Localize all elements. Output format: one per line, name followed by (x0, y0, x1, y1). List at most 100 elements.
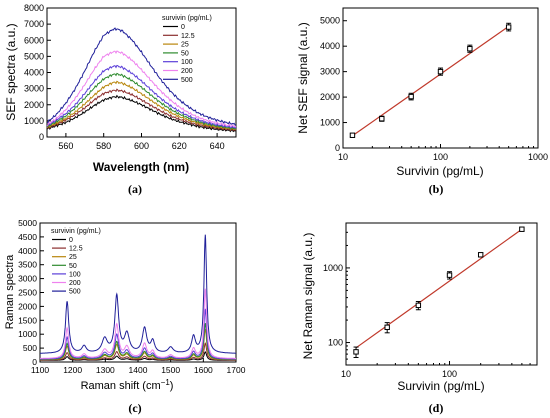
panel-a-ytick-label: 7000 (24, 19, 44, 29)
panel-c-xlabel-main: Raman shift (cm (81, 380, 161, 392)
panel-a-ytick-label: 5000 (24, 51, 44, 61)
panel-c-xtick-label: 1200 (63, 365, 82, 375)
panel-c-legend-entry: 0 (69, 237, 73, 244)
panel-a-xlabel: Wavelength (nm) (93, 160, 189, 174)
panel-a-ytick-label: 8000 (24, 3, 44, 13)
panel-a-legend-entry: 100 (181, 59, 193, 66)
panel-d-point (353, 349, 359, 355)
panel-b-ytick-label: 4000 (320, 41, 340, 51)
panel-d-xtick-label: 100 (442, 369, 457, 379)
panel-c-ytick-label: 2000 (18, 301, 37, 311)
panel-b: 10 100 1000 0 1000 2000 3000 4000 5000 Survivin … (296, 7, 548, 196)
panel-d-point (519, 226, 525, 232)
panel-c-ytick-label: 500 (23, 343, 37, 353)
panel-c-ytick-label: 2500 (18, 288, 37, 298)
panel-a-series-line (46, 50, 237, 128)
panel-b-ytick-label: 5000 (320, 16, 340, 26)
panel-a-legend-title: survivin (pg/mL) (162, 15, 212, 22)
panel-c-legend-title: survivin (pg/mL) (51, 228, 101, 235)
panel-d-ytick-label: 1000 (323, 263, 343, 273)
panel-b-point (349, 132, 356, 138)
panel-d-xlabel: Survivin (pg/mL) (397, 379, 484, 393)
panel-c-xtick-label: 1500 (161, 365, 180, 375)
panel-d: 10 100 100 1000 Survivin (pg/mL) Net Raman … (301, 222, 538, 415)
panel-b-point (437, 68, 444, 75)
panel-a: 560 580 600 620 6400100020003000400050006000… (4, 3, 237, 196)
panel-b-xtick-label: 100 (433, 152, 448, 162)
panel-d-point (477, 252, 484, 258)
panel-c-series-line (40, 342, 236, 361)
panel-a-legend-entry: 0 (181, 24, 185, 31)
panel-a-legend-entry: 200 (181, 68, 193, 75)
panel-c-series-line (40, 234, 236, 354)
panel-c-ytick-label: 1000 (18, 329, 37, 339)
panel-c-xtick-label: 1700 (227, 365, 246, 375)
panel-c-legend-entry: 200 (69, 280, 81, 287)
panel-c-xtick-label: 1300 (96, 365, 115, 375)
panel-d-point (384, 324, 390, 331)
panel-b-ytick-label: 3000 (320, 67, 340, 77)
panel-c-series-line (40, 351, 236, 361)
panel-b-point (467, 46, 473, 52)
panel-b-point (408, 93, 414, 100)
panel-c-series-line (40, 322, 236, 360)
panel-c-ytick-label: 1500 (18, 315, 37, 325)
panel-d-ytick-label: 100 (328, 338, 343, 348)
panel-a-ylabel: SEF spectra (a.u.) (4, 23, 18, 120)
panel-a-series-line (46, 80, 237, 131)
panel-a-xtick-label: 640 (210, 141, 225, 151)
panel-a-ytick-label: 2000 (24, 100, 44, 110)
panel-d-point (415, 302, 422, 309)
panel-a-ytick-label: 4000 (24, 68, 44, 78)
panel-a-legend-entry: 500 (181, 77, 193, 84)
panel-a-series-line (46, 72, 237, 130)
panel-c-ylabel: Raman spectra (4, 254, 16, 329)
panel-a-xtick-label: 600 (134, 141, 149, 151)
panel-b-ylabel: Net SEF signal (a.u.) (296, 22, 310, 133)
panel-c-series-line (40, 308, 236, 360)
panel-a-series-line (46, 27, 237, 126)
panel-a-xtick-label: 560 (58, 141, 73, 151)
panel-b-ytick-label: 2000 (320, 92, 340, 102)
panel-b-xtick-label: 10 (338, 152, 348, 162)
panel-b-point (505, 24, 512, 30)
panel-c-ytick-label: 4500 (18, 232, 37, 242)
panel-b-xtick-label: 1000 (528, 152, 548, 162)
panel-c-xtick-label: 1600 (194, 365, 213, 375)
panel-c-xtick-label: 1100 (31, 365, 50, 375)
panel-a-series-line (46, 94, 237, 133)
panel-a-series-line (46, 64, 237, 129)
panel-c-xtick-label: 1400 (129, 365, 148, 375)
panel-b-fit-line (352, 25, 509, 137)
panel-a-legend-entry: 25 (181, 42, 189, 49)
panel-a-xtick-label: 620 (172, 141, 187, 151)
panel-c-legend-entry: 12.5 (69, 246, 83, 253)
panel-a-legend-entry: 50 (181, 50, 189, 57)
panel-a-ytick-label: 0 (39, 132, 44, 142)
panel-a-series-line (46, 88, 237, 132)
panel-c-ytick-label: 3500 (18, 260, 37, 270)
panel-c-ytick-label: 3000 (18, 274, 37, 284)
panel-a-label: (a) (128, 182, 142, 196)
panel-c-legend-entry: 50 (69, 263, 77, 270)
panel-b-point (379, 116, 385, 122)
panel-b-label: (b) (429, 182, 444, 196)
panel-a-ytick-label: 6000 (24, 35, 44, 45)
panel-a-ytick-label: 1000 (24, 116, 44, 126)
panel-c-legend-entry: 25 (69, 254, 77, 261)
panel-d-frame (345, 222, 538, 366)
panel-c-series-line (40, 288, 236, 359)
panel-b-xlabel: Survivin (pg/mL) (396, 164, 483, 178)
panel-c-legend-entry: 100 (69, 271, 81, 278)
panel-b-ytick-label: 1000 (320, 118, 340, 128)
panel-c: 1100 1200 1300 1400 1500 1600 1700050010001500… (4, 218, 246, 415)
panel-c-ytick-label: 4000 (18, 246, 37, 256)
panel-d-xtick-label: 10 (341, 369, 351, 379)
panel-c-ytick-label: 0 (32, 357, 37, 367)
panel-c-legend-entry: 500 (69, 289, 81, 296)
panel-a-ytick-label: 3000 (24, 84, 44, 94)
panel-c-xlabel-sup: −1 (161, 378, 171, 387)
panel-b-ytick-label: 0 (335, 143, 340, 153)
panel-c-xlabel: Raman shift (cm−1) (81, 378, 174, 392)
